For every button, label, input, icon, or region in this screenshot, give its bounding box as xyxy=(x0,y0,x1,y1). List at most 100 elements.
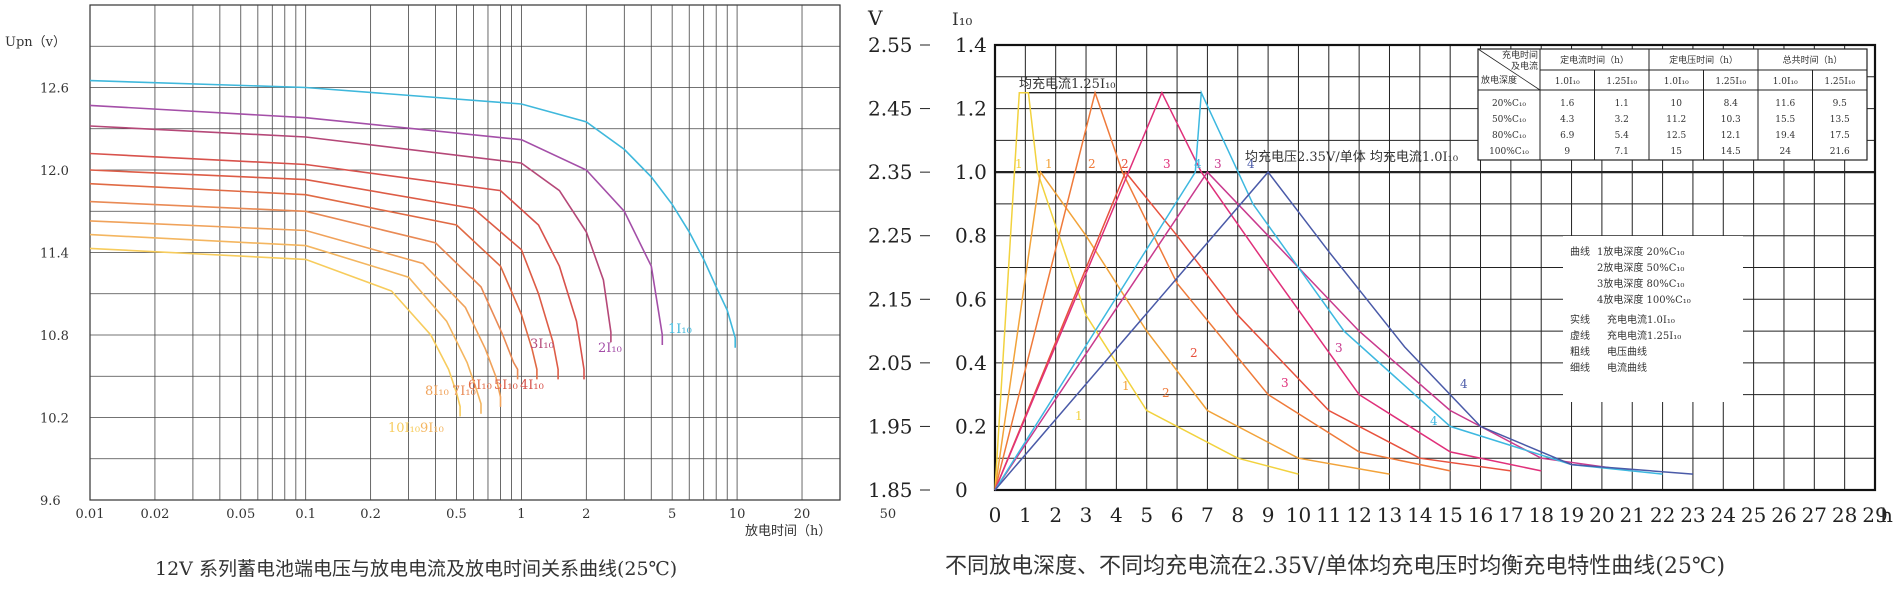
legend-line-desc: 电压曲线 xyxy=(1607,345,1647,358)
table-cell: 7.1 xyxy=(1615,147,1629,157)
left-y-tick-label: 12.0 xyxy=(40,164,69,179)
right-voltage-tick: 2.05 xyxy=(868,351,913,375)
table-frame xyxy=(1477,48,1868,161)
table-cell: 15 xyxy=(1671,147,1683,157)
table-row-label: 50%C₁₀ xyxy=(1492,115,1526,125)
left-y-tick-label: 11.4 xyxy=(40,247,69,262)
left-x-ticks: 0.01 0.02 0.05 0.1 0.2 0.5 1 2 5 10 20 50 xyxy=(76,507,897,522)
right-series-label-top: 3 xyxy=(1163,157,1171,171)
left-x-tick-label: 0.05 xyxy=(226,507,255,522)
table-sub-header: 1.0I₁₀ xyxy=(1555,77,1580,87)
legend-box xyxy=(1563,236,1743,402)
left-x-tick-label: 0.02 xyxy=(140,507,169,522)
right-x-tick-label: 11 xyxy=(1316,503,1341,527)
table-sub-header: 1.25I₁₀ xyxy=(1606,77,1637,87)
legend-item: 4放电深度 100%C₁₀ xyxy=(1597,293,1691,306)
right-x-tick-label: 4 xyxy=(1110,503,1123,527)
right-x-tick-label: 6 xyxy=(1171,503,1184,527)
right-x-tick-label: 22 xyxy=(1650,503,1675,527)
left-series-label: 3I₁₀ xyxy=(530,337,554,352)
table-group-header: 定电流时间（h） xyxy=(1560,54,1629,66)
left-series-label: 10I₁₀ xyxy=(388,421,420,436)
legend-line-desc: 充电电流1.25I₁₀ xyxy=(1607,329,1681,342)
right-legend: 曲线 1放电深度 20%C₁₀ 2放电深度 50%C₁₀ 3放电深度 80%C₁₀ 4放… xyxy=(1563,236,1743,402)
right-chart-title: 不同放电深度、不同均充电流在2.35V/单体均充电压时均衡充电特性曲线(25℃) xyxy=(945,554,1725,579)
right-x-tick-label: 1 xyxy=(1019,503,1032,527)
left-series-label: 6I₁₀ xyxy=(468,378,492,393)
right-voltage-tick: 1.85 xyxy=(868,478,913,502)
right-series-line xyxy=(994,89,1663,491)
legend-line-key: 粗线 xyxy=(1570,345,1590,358)
table-cell: 1.6 xyxy=(1560,99,1575,109)
right-series-label-tail: 3 xyxy=(1335,341,1343,355)
legend-item: 3放电深度 80%C₁₀ xyxy=(1597,277,1684,290)
table-sub-header: 1.0I₁₀ xyxy=(1773,77,1798,87)
right-voltage-tick: 2.25 xyxy=(868,224,913,248)
right-current-tick: 1.0 xyxy=(955,160,987,184)
left-series-label: 8I₁₀ xyxy=(425,384,449,399)
table-row-label: 100%C₁₀ xyxy=(1489,147,1529,157)
table-group-header: 定电压时间（h） xyxy=(1669,54,1738,66)
left-x-axis-label: 放电时间（h） xyxy=(745,524,831,539)
left-chart-title: 12V 系列蓄电池端电压与放电电流及放电时间关系曲线(25℃) xyxy=(155,558,677,580)
table-corner-mid: 及电流 xyxy=(1511,60,1538,72)
table-cell: 3.2 xyxy=(1615,115,1629,125)
table-cell: 17.5 xyxy=(1830,131,1850,141)
right-x-tick-label: 28 xyxy=(1832,503,1857,527)
right-x-tick-label: 3 xyxy=(1080,503,1093,527)
right-series-label-top: 1 xyxy=(1045,157,1053,171)
table-cell: 9.5 xyxy=(1833,99,1848,109)
right-series-label-tail: 2 xyxy=(1190,346,1198,360)
right-current-tick: 1.4 xyxy=(955,33,987,57)
legend-line-key: 虚线 xyxy=(1570,329,1590,342)
right-x-tick-label: 16 xyxy=(1468,503,1493,527)
right-series-line xyxy=(994,170,1512,491)
table-sub-header: 1.25I₁₀ xyxy=(1824,77,1855,87)
right-current-tick: 0.6 xyxy=(955,287,987,311)
right-series-label-top: 2 xyxy=(1088,157,1096,171)
legend-line-key: 细线 xyxy=(1570,361,1590,374)
left-series-label: 7I₁₀ xyxy=(452,384,476,399)
right-x-tick-label: 26 xyxy=(1771,503,1796,527)
table-diagonal xyxy=(1477,48,1541,91)
right-x-tick-label: 17 xyxy=(1498,503,1523,527)
table-cell: 13.5 xyxy=(1830,115,1850,125)
right-x-tick-label: 7 xyxy=(1201,503,1214,527)
right-x-tick-label: 21 xyxy=(1620,503,1645,527)
table-cell: 11.6 xyxy=(1775,99,1795,109)
right-x-tick-label: 19 xyxy=(1559,503,1584,527)
table-cell: 8.4 xyxy=(1724,99,1739,109)
table-cell: 10 xyxy=(1671,99,1683,109)
left-x-tick-label: 20 xyxy=(794,507,811,522)
left-x-tick-label: 0.01 xyxy=(76,507,105,522)
right-series xyxy=(994,89,1693,491)
left-series-label: 1I₁₀ xyxy=(668,322,692,337)
table-cell: 12.1 xyxy=(1721,131,1741,141)
left-series-line xyxy=(89,200,519,380)
legend-item: 1放电深度 20%C₁₀ xyxy=(1597,245,1684,258)
left-x-tick-label: 0.2 xyxy=(360,507,381,522)
left-x-tick-label: 1 xyxy=(517,507,525,522)
right-series-line xyxy=(994,90,1451,491)
table-cell: 4.3 xyxy=(1560,115,1575,125)
table-corner-bottom: 放电深度 xyxy=(1481,74,1517,86)
right-x-tick-label: 9 xyxy=(1262,503,1275,527)
table-cell: 5.4 xyxy=(1615,131,1630,141)
table-sub-header: 1.0I₁₀ xyxy=(1664,77,1689,87)
table-cell: 12.5 xyxy=(1666,131,1686,141)
right-voltage-tick: 2.45 xyxy=(868,97,913,121)
left-x-tick-label: 10 xyxy=(729,507,746,522)
right-series-label-tail: 4 xyxy=(1430,414,1438,428)
table-cell: 11.2 xyxy=(1666,115,1686,125)
left-series-line xyxy=(89,79,736,348)
right-x-tick-label: 25 xyxy=(1741,503,1766,527)
left-grid xyxy=(89,4,841,501)
right-series-label-top: 1 xyxy=(1015,157,1023,171)
left-y-tick-label: 12.6 xyxy=(40,82,69,97)
right-current-tick: 0.4 xyxy=(955,351,987,375)
left-series-label: 9I₁₀ xyxy=(420,421,444,436)
right-voltage-tick: 2.15 xyxy=(868,287,913,311)
left-series-label: 4I₁₀ xyxy=(520,378,544,393)
